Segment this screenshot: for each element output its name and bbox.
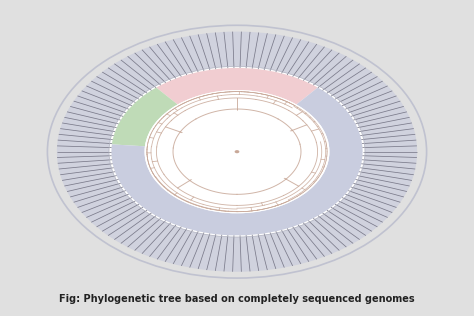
Text: Fig: Phylogenetic tree based on completely sequenced genomes: Fig: Phylogenetic tree based on complete…	[59, 294, 415, 304]
Circle shape	[145, 90, 329, 213]
Wedge shape	[112, 88, 178, 146]
Circle shape	[175, 111, 299, 193]
Wedge shape	[156, 68, 318, 105]
Circle shape	[109, 66, 365, 237]
Wedge shape	[111, 88, 363, 235]
Circle shape	[235, 150, 239, 153]
Circle shape	[57, 32, 417, 272]
